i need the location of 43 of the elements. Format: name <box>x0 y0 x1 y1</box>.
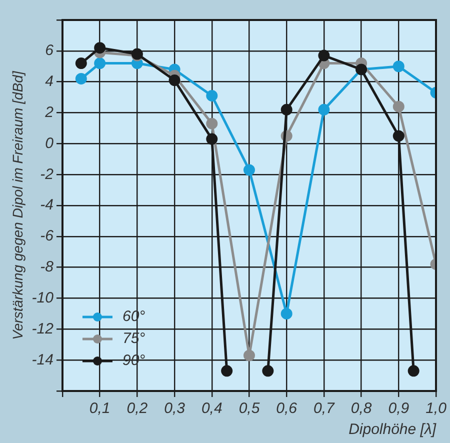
point <box>168 74 180 86</box>
point <box>392 60 404 72</box>
point <box>318 50 330 62</box>
y-tick-label: 2 <box>44 104 54 121</box>
point <box>243 350 255 362</box>
y-tick-label: 6 <box>45 42 54 60</box>
y-tick-label: 0 <box>45 134 54 152</box>
point <box>408 365 420 377</box>
y-tick-label: -6 <box>40 228 54 245</box>
point <box>94 58 106 70</box>
x-tick-label: 1,0 <box>426 400 448 418</box>
y-tick-label: -8 <box>40 258 54 276</box>
y-axis-title: Verstärkung gegen Dipol im Freiraum [dBd] <box>9 70 26 340</box>
y-tick-label: -4 <box>40 196 54 214</box>
point <box>75 58 87 70</box>
point <box>262 365 274 377</box>
point <box>392 130 404 142</box>
point <box>75 72 87 84</box>
point <box>221 365 233 377</box>
x-axis-title: Dipolhöhe [λ] <box>348 421 437 438</box>
x-tick-label: 0,5 <box>238 400 260 418</box>
point <box>392 100 404 112</box>
y-tick-label: -14 <box>32 351 54 368</box>
y-tick-label: -12 <box>32 320 54 338</box>
x-tick-label: 0,9 <box>388 400 410 418</box>
x-tick-label: 0,7 <box>314 400 336 418</box>
point <box>206 118 218 130</box>
point <box>206 133 218 145</box>
point <box>206 90 218 102</box>
x-tick-label: 0,3 <box>164 400 186 418</box>
x-tick-label: 0,8 <box>350 400 372 418</box>
y-tick-label: 4 <box>45 73 54 90</box>
point <box>318 104 330 116</box>
y-tick-label: -2 <box>40 166 54 183</box>
x-tick-label: 0,2 <box>126 400 148 418</box>
x-tick-label: 0,1 <box>89 400 110 418</box>
point <box>280 104 292 116</box>
point <box>243 164 255 176</box>
x-tick-label: 0,6 <box>276 400 298 418</box>
point <box>280 308 292 320</box>
point <box>94 42 106 54</box>
y-tick-label: -10 <box>32 289 54 306</box>
x-tick-label: 0,4 <box>201 400 222 418</box>
